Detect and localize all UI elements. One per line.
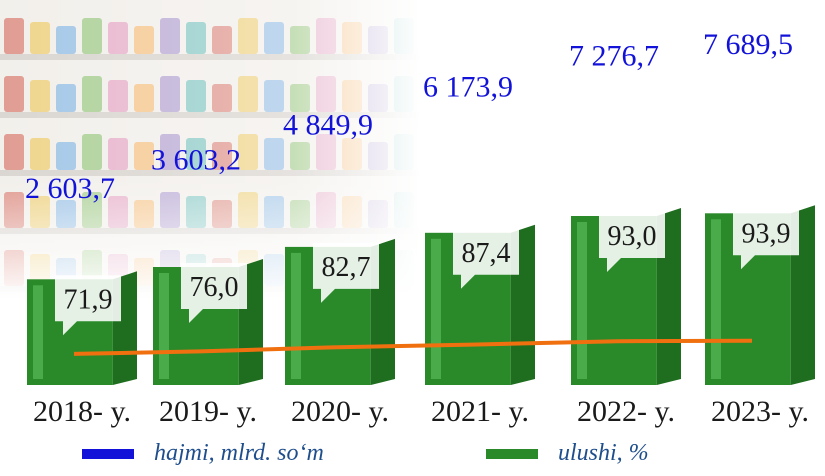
volume-data-labels: 2 603,7 3 603,2 4 849,9 6 173,9 7 276,7 7 689… [25,28,793,205]
share-trend-line [73,338,753,356]
legend-item-volume: hajmi, mlrd. so‘m [82,440,324,467]
share-value-label: 71,9 [64,284,113,315]
share-label: 93,0 [599,212,665,272]
legend-item-share: ulushi, % [486,440,649,467]
share-value-label: 87,4 [462,238,511,269]
legend-label-volume: hajmi, mlrd. so‘m [154,440,324,466]
share-value-label: 76,0 [190,272,239,303]
share-label: 93,9 [733,209,799,270]
share-value-label: 93,9 [742,218,791,249]
x-axis-tick-labels: 2018- y. 2019- y. 2020- y. 2021- y. 2022- y.… [33,395,809,428]
volume-value-label: 6 173,9 [423,71,513,104]
share-label: 76,0 [181,263,247,323]
legend-label-share: ulushi, % [558,440,649,466]
share-value-label: 93,0 [608,221,657,252]
share-label: 82,7 [313,242,379,303]
x-tick-label: 2018- y. [33,395,131,428]
volume-value-label: 3 603,2 [151,144,241,177]
volume-value-label: 4 849,9 [283,108,373,141]
x-tick-label: 2023- y. [711,395,809,428]
share-value-label: 82,7 [322,252,371,283]
share-label: 87,4 [453,228,519,289]
share-bars [27,205,815,385]
volume-value-label: 2 603,7 [25,172,115,205]
share-label: 71,9 [55,275,121,336]
x-tick-label: 2022- y. [577,395,675,428]
legend-swatch-volume [82,448,134,459]
chart-legend: hajmi, mlrd. so‘m ulushi, % [0,440,825,476]
x-tick-label: 2020- y. [291,395,389,428]
x-tick-label: 2021- y. [431,395,529,428]
x-tick-label: 2019- y. [159,395,257,428]
volume-value-label: 7 689,5 [703,28,793,61]
share-data-labels: 71,9 76,0 82,7 87,4 93,0 93,9 [55,209,799,336]
volume-value-label: 7 276,7 [569,40,659,73]
legend-swatch-share [486,448,538,459]
